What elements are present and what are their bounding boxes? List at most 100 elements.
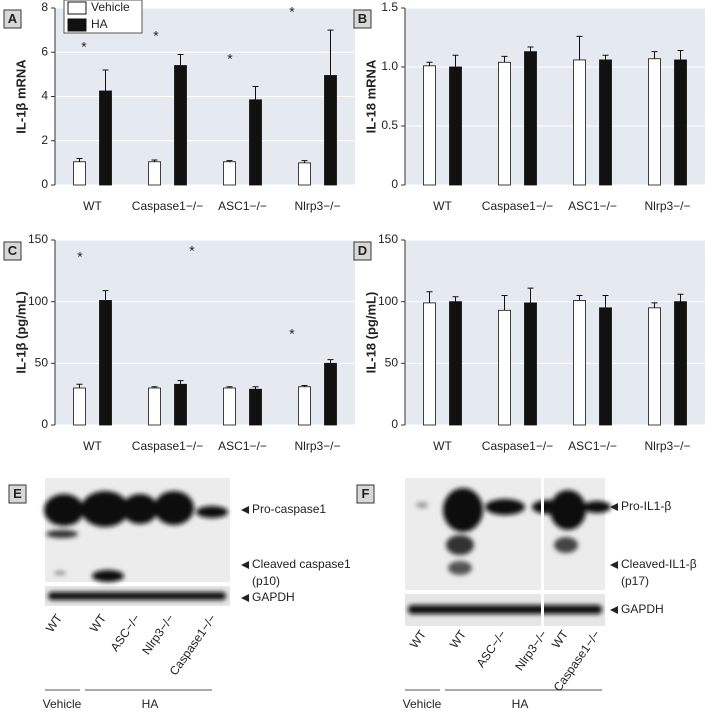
bar — [573, 59, 586, 186]
y-tick-label: 100 — [28, 294, 48, 308]
band-label: Cleaved caspase1 — [252, 557, 351, 571]
bar — [449, 66, 462, 186]
panel-label-box — [353, 9, 372, 29]
error-bar — [651, 51, 658, 59]
bar — [599, 307, 612, 426]
lane-label: WT — [43, 611, 66, 635]
x-tick-label: ASC1−/− — [218, 199, 267, 213]
x-tick-label: Caspase1−/− — [482, 439, 553, 453]
bar — [498, 61, 511, 186]
y-tick-label: 6 — [41, 44, 48, 58]
error-bar — [102, 290, 109, 301]
band-label: GAPDH — [252, 590, 295, 604]
y-tick-label: 0 — [391, 417, 398, 431]
error-bar — [426, 291, 433, 303]
error-bar — [151, 386, 158, 388]
lane-label: WT — [549, 627, 572, 651]
band-label: Cleaved-IL1-β — [621, 557, 697, 571]
error-bar — [252, 86, 259, 100]
y-axis-label: IL-18 (pg/mL) — [363, 292, 378, 374]
band-label: Pro-caspase1 — [252, 502, 326, 516]
group-label: Vehicle — [43, 697, 82, 711]
x-tick-label: ASC1−/− — [568, 199, 617, 213]
significance-star: * — [153, 28, 159, 44]
error-bar — [177, 53, 184, 66]
error-bar — [576, 295, 583, 301]
significance-star: * — [289, 326, 295, 342]
y-tick-label: 1.0 — [381, 59, 398, 73]
error-bar — [226, 386, 233, 388]
y-axis-label: IL-1β (pg/mL) — [13, 291, 28, 373]
x-tick-label: ASC1−/− — [568, 439, 617, 453]
blot-f: F Pro-IL1-β Cleaved-IL1-β (p17) GAPDH Ve… — [356, 478, 697, 711]
error-bar — [426, 61, 433, 66]
y-tick-label: 8 — [41, 0, 48, 14]
x-tick-label: Nlrp3−/− — [294, 439, 340, 453]
lane-label: WT — [407, 627, 430, 651]
bar — [599, 59, 612, 186]
lane-label: ASC−/− — [473, 628, 509, 670]
bar — [73, 161, 86, 186]
y-tick-label: 0.5 — [381, 118, 398, 132]
error-bar — [226, 160, 233, 162]
panel-label-box — [3, 9, 22, 29]
error-bar — [102, 69, 109, 91]
bar — [73, 387, 86, 426]
significance-star: * — [189, 243, 195, 259]
panel-label-box — [353, 241, 372, 261]
legend-swatch — [67, 18, 87, 32]
y-tick-label: 0 — [41, 417, 48, 431]
error-bar — [452, 296, 459, 302]
panel-label: C — [8, 243, 18, 258]
y-axis-label: IL-18 mRNA — [363, 59, 378, 133]
error-bar — [651, 302, 658, 308]
lane-label: Nlrp3−/− — [512, 628, 550, 674]
bar — [174, 383, 187, 426]
error-bar — [452, 54, 459, 67]
legend-label: Vehicle — [91, 0, 130, 14]
band-label: GAPDH — [621, 602, 664, 616]
error-bar — [177, 380, 184, 385]
significance-star: * — [227, 51, 233, 67]
bar — [674, 59, 687, 186]
group-label: HA — [142, 697, 159, 711]
y-tick-label: 0 — [41, 177, 48, 191]
error-bar — [602, 54, 609, 60]
y-tick-label: 100 — [378, 294, 398, 308]
band-label: Pro-IL1-β — [621, 499, 671, 513]
x-tick-label: Nlrp3−/− — [644, 199, 690, 213]
x-tick-label: ASC1−/− — [218, 439, 267, 453]
x-tick-label: Caspase1−/− — [132, 439, 203, 453]
error-bar — [327, 359, 334, 364]
group-label: HA — [512, 697, 529, 711]
error-bar — [151, 159, 158, 162]
bar — [423, 302, 436, 426]
x-tick-label: Caspase1−/− — [132, 199, 203, 213]
error-bar — [527, 46, 534, 52]
error-bar — [301, 160, 308, 163]
error-bar — [76, 383, 83, 388]
bar — [524, 51, 537, 186]
y-tick-label: 150 — [378, 232, 398, 246]
x-tick-label: Nlrp3−/− — [644, 439, 690, 453]
significance-star: * — [289, 4, 295, 20]
y-tick-label: 4 — [41, 89, 48, 103]
legend-swatch — [67, 1, 87, 15]
lane-label: ASC−/− — [107, 612, 143, 654]
bar — [148, 387, 161, 426]
x-tick-label: WT — [83, 439, 102, 453]
band-label: (p10) — [252, 574, 280, 588]
bar — [174, 65, 187, 186]
y-tick-label: 50 — [35, 356, 49, 370]
x-tick-label: Caspase1−/− — [482, 199, 553, 213]
bar — [648, 58, 661, 186]
lane-label: Nlrp3−/− — [139, 612, 177, 658]
panel-label: E — [13, 486, 22, 501]
error-bar — [527, 287, 534, 303]
y-tick-label: 2 — [41, 133, 48, 147]
blot-e: E Pro-caspase1 Cleaved caspase1 (p10) GA… — [8, 478, 351, 711]
panel-label-box — [8, 484, 27, 504]
bar — [298, 386, 311, 426]
bar — [148, 161, 161, 186]
